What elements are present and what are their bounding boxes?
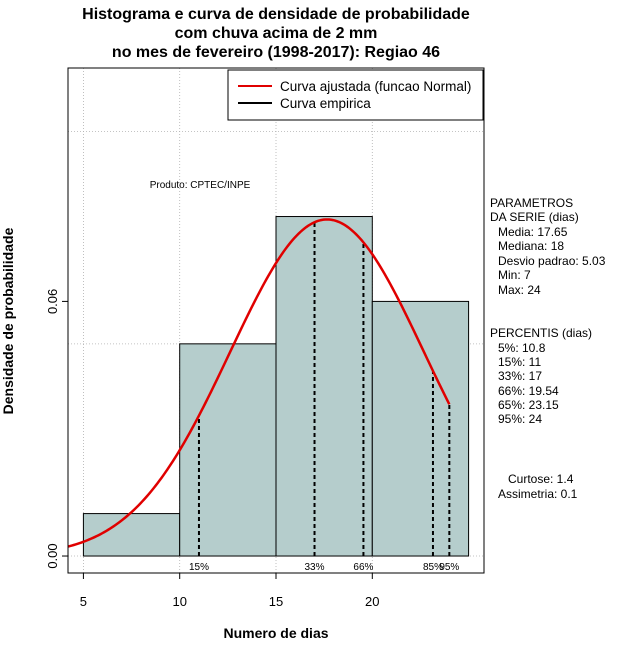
percentile-label-1: 33% bbox=[305, 562, 325, 573]
x-axis-label: Numero de dias bbox=[223, 625, 328, 641]
y-tick-label-0: 0.00 bbox=[45, 543, 60, 568]
x-tick-label-2: 15 bbox=[269, 594, 283, 609]
percentis-title: PERCENTIS (dias) bbox=[490, 326, 593, 340]
legend-label-empirical: Curva empirica bbox=[280, 96, 371, 111]
params-title-2: DA SERIE (dias) bbox=[490, 210, 579, 224]
bar-2 bbox=[275, 216, 373, 557]
chart-title-line-1: Histograma e curva de densidade de proba… bbox=[82, 6, 470, 23]
bar-1 bbox=[179, 343, 277, 557]
x-tick-label-0: 5 bbox=[80, 594, 87, 609]
percentil-33: 33%: 17 bbox=[498, 369, 543, 383]
percentil-65: 65%: 23.15 bbox=[498, 398, 559, 412]
params-title-1: PARAMETROS bbox=[490, 196, 574, 210]
percentile-label-3: 85% bbox=[423, 562, 443, 573]
percentile-label-4: 95% bbox=[439, 562, 459, 573]
y-tick-label-1: 0.06 bbox=[45, 289, 60, 314]
param-min: Min: 7 bbox=[498, 268, 531, 282]
bar-3 bbox=[371, 300, 470, 557]
histogram-bars bbox=[82, 216, 470, 557]
percentile-label-0: 15% bbox=[189, 562, 209, 573]
param-media: Media: 17.65 bbox=[498, 225, 568, 239]
x-axis: 5 10 15 20 bbox=[80, 573, 380, 609]
x-tick-label-3: 20 bbox=[365, 594, 379, 609]
curtose: Curtose: 1.4 bbox=[508, 472, 574, 486]
legend: Curva ajustada (funcao Normal) Curva emp… bbox=[227, 69, 484, 121]
fitted-curve-line bbox=[67, 218, 451, 548]
x-tick-label-1: 10 bbox=[172, 594, 186, 609]
percentile-lines: 15% 33% 66% 85%95% bbox=[189, 222, 459, 573]
y-axis-label: Densidade de probabilidade bbox=[0, 227, 16, 414]
fitted-curve-layer bbox=[67, 218, 451, 548]
y-axis: 0.00 0.06 bbox=[45, 289, 68, 569]
chart-title-line-3: no mes de fevereiro (1998-2017): Regiao … bbox=[111, 44, 441, 61]
percentile-label-2: 66% bbox=[353, 562, 373, 573]
percentil-95: 95%: 24 bbox=[498, 412, 543, 426]
percentil-5: 5%: 10.8 bbox=[498, 341, 546, 355]
chart-title-line-2: com chuva acima de 2 mm bbox=[174, 25, 378, 42]
param-desvio: Desvio padrao: 5.03 bbox=[498, 254, 606, 268]
legend-label-fitted: Curva ajustada (funcao Normal) bbox=[280, 79, 471, 94]
assimetria: Assimetria: 0.1 bbox=[498, 487, 578, 501]
percentil-15: 15%: 11 bbox=[498, 355, 542, 369]
percentil-66: 66%: 19.54 bbox=[498, 384, 559, 398]
param-mediana: Mediana: 18 bbox=[498, 239, 565, 253]
product-annotation: Produto: CPTEC/INPE bbox=[150, 180, 251, 191]
param-max: Max: 24 bbox=[498, 283, 541, 297]
legend-box bbox=[227, 69, 484, 121]
